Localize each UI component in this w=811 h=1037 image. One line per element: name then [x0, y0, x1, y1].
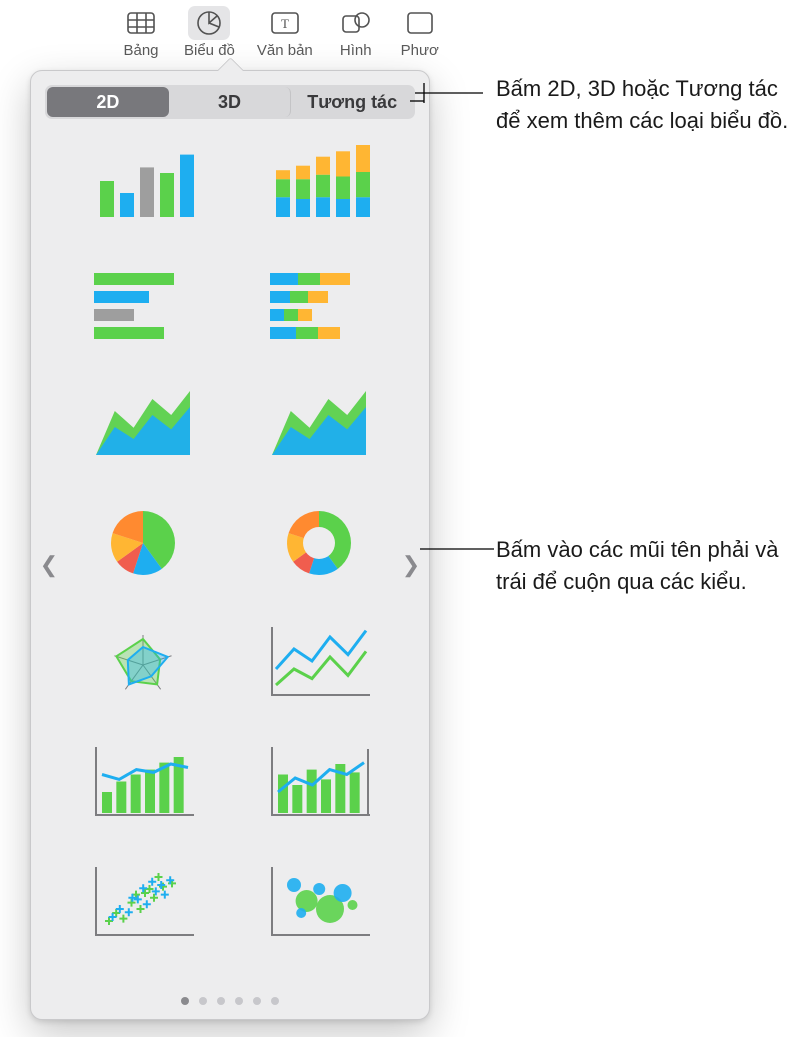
chart-grid [83, 139, 379, 947]
table-icon [120, 6, 162, 40]
callout-arrows: Bấm vào các mũi tên phải và trái để cuộn… [496, 534, 786, 598]
chart-tile-radar-chart[interactable] [83, 619, 203, 707]
text-icon: T [264, 6, 306, 40]
page-dot[interactable] [181, 997, 189, 1005]
next-style-button[interactable]: ❯ [397, 551, 425, 579]
chart-tile-two-axis-chart[interactable] [259, 739, 379, 827]
chart-tile-donut-chart[interactable] [259, 499, 379, 587]
chart-type-tabs: 2D3DTương tác [45, 85, 415, 119]
toolbar-media-button[interactable]: Phươ [399, 6, 441, 59]
toolbar-chart-button[interactable]: Biểu đồ [184, 6, 235, 59]
toolbar-shape-button[interactable]: Hình [335, 6, 377, 59]
shape-icon [335, 6, 377, 40]
toolbar-table-button[interactable]: Bảng [120, 6, 162, 59]
chart-gallery: ❮ ❯ [31, 129, 429, 989]
chart-icon [188, 6, 230, 40]
chart-popover: 2D3DTương tác ❮ ❯ [30, 70, 430, 1020]
toolbar-label: Hình [340, 42, 372, 59]
callout-tabs: Bấm 2D, 3D hoặc Tương tác để xem thêm cá… [496, 73, 796, 137]
chart-tile-line-chart[interactable] [259, 619, 379, 707]
chart-tile-stacked-area-chart[interactable] [259, 379, 379, 467]
chart-tile-pie-chart[interactable] [83, 499, 203, 587]
chart-tile-combo-chart[interactable] [83, 739, 203, 827]
tab-3d[interactable]: 3D [169, 87, 292, 117]
chart-tile-scatter-chart[interactable] [83, 859, 203, 947]
chart-tile-hbar-chart[interactable] [83, 259, 203, 347]
page-dots [31, 997, 429, 1005]
media-icon [399, 6, 441, 40]
chart-tile-bar-chart[interactable] [83, 139, 203, 227]
toolbar: Bảng Biểu đồ T Văn bản Hình Phươ [120, 0, 441, 59]
toolbar-label: Biểu đồ [184, 42, 235, 59]
page-dot[interactable] [253, 997, 261, 1005]
tab-tương-tác[interactable]: Tương tác [291, 87, 413, 117]
tab-2d[interactable]: 2D [47, 87, 169, 117]
chart-tile-bubble-chart[interactable] [259, 859, 379, 947]
page-dot[interactable] [235, 997, 243, 1005]
page-dot[interactable] [199, 997, 207, 1005]
page-dot[interactable] [271, 997, 279, 1005]
toolbar-text-button[interactable]: T Văn bản [257, 6, 313, 59]
page-dot[interactable] [217, 997, 225, 1005]
toolbar-label: Văn bản [257, 42, 313, 59]
chart-tile-stacked-bar-chart[interactable] [259, 139, 379, 227]
prev-style-button[interactable]: ❮ [35, 551, 63, 579]
chart-tile-area-chart[interactable] [83, 379, 203, 467]
toolbar-label: Bảng [123, 42, 158, 59]
svg-text:T: T [281, 16, 289, 31]
chart-tile-stacked-hbar-chart[interactable] [259, 259, 379, 347]
toolbar-label: Phươ [401, 42, 439, 59]
